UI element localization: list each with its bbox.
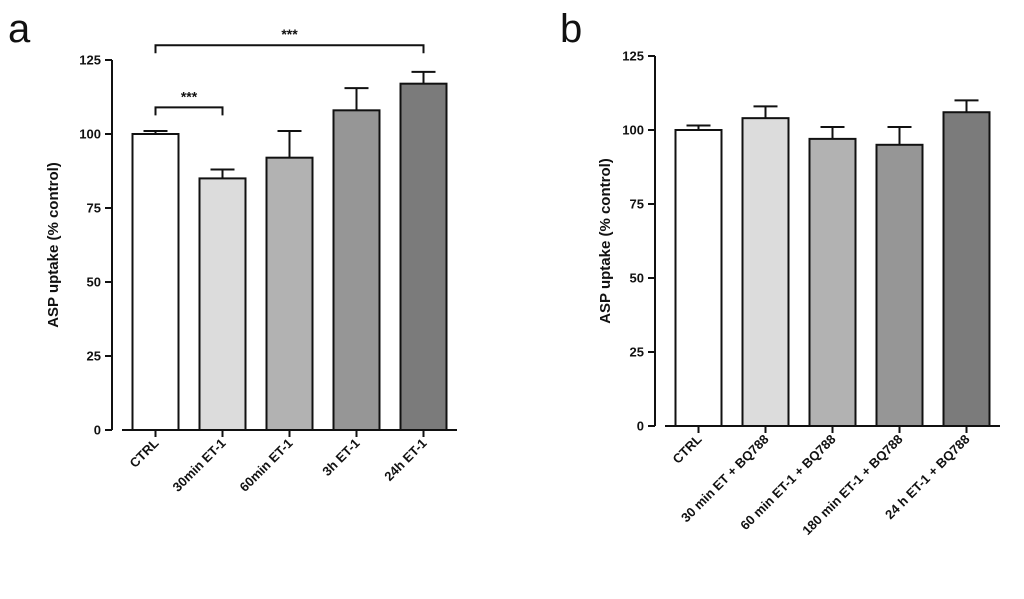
x-tick-label: 30min ET-1 bbox=[169, 436, 228, 495]
panel-a: a 0 25 50 75 100 125 ASP uptake (% control) CTRL… bbox=[8, 7, 457, 495]
bar bbox=[741, 117, 790, 427]
x-tick-label: 24h ET-1 bbox=[381, 436, 429, 484]
x-tick-label: CTRL bbox=[126, 435, 161, 470]
y-tick-label: 100 bbox=[79, 127, 101, 142]
significance-label: *** bbox=[281, 26, 298, 42]
y-tick-label: 50 bbox=[630, 271, 644, 286]
y-axis-label: ASP uptake (% control) bbox=[45, 162, 62, 328]
significance-bracket bbox=[154, 106, 224, 116]
significance-label: *** bbox=[181, 88, 198, 104]
x-tick-label: CTRL bbox=[669, 431, 704, 466]
bar bbox=[198, 177, 247, 431]
y-tick-label: 0 bbox=[637, 419, 644, 434]
bar bbox=[265, 156, 314, 431]
bar bbox=[808, 137, 857, 427]
bar bbox=[399, 82, 448, 432]
y-tick-label: 25 bbox=[630, 345, 644, 360]
panel-letter: b bbox=[560, 7, 582, 51]
panel-b: b 0 25 50 75 100 125 ASP uptake (% control) CTRL… bbox=[560, 7, 1000, 538]
y-tick-label: 50 bbox=[87, 275, 101, 290]
bar bbox=[942, 111, 991, 428]
bar bbox=[332, 109, 381, 431]
panel-letter: a bbox=[8, 7, 31, 51]
x-tick-label: 60min ET-1 bbox=[236, 436, 295, 495]
significance-bracket bbox=[154, 44, 425, 54]
bar bbox=[875, 143, 924, 428]
y-tick-label: 75 bbox=[630, 197, 644, 212]
x-tick-label: 3h ET-1 bbox=[319, 436, 362, 479]
y-tick-label: 25 bbox=[87, 349, 101, 364]
y-tick-label: 125 bbox=[622, 49, 644, 64]
y-tick-label: 0 bbox=[94, 423, 101, 438]
bar bbox=[131, 133, 180, 431]
y-tick-label: 75 bbox=[87, 201, 101, 216]
y-axis-label: ASP uptake (% control) bbox=[597, 158, 614, 324]
bar bbox=[674, 129, 723, 427]
y-tick-label: 125 bbox=[79, 53, 101, 68]
y-tick-label: 100 bbox=[622, 123, 644, 138]
